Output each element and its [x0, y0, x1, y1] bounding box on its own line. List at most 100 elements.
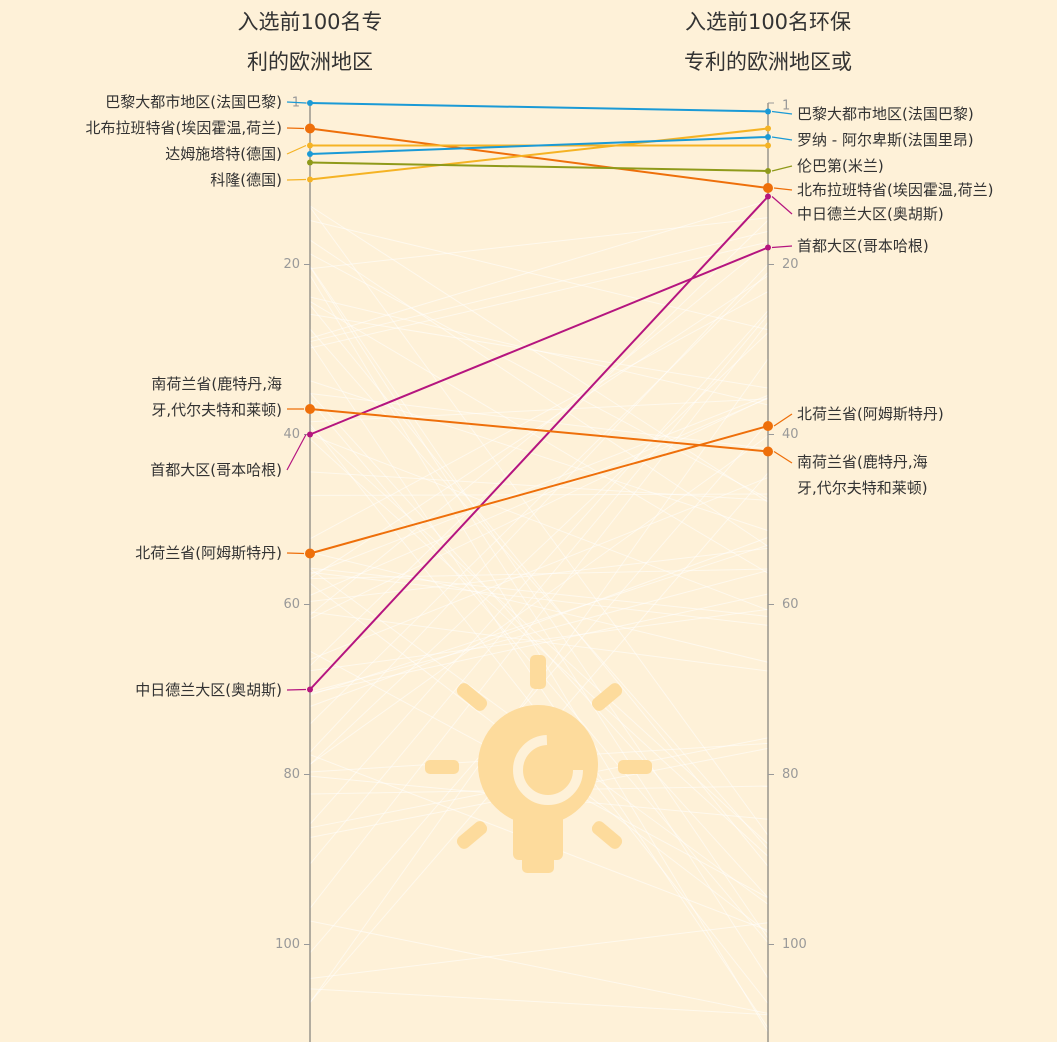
bg-line	[309, 291, 769, 540]
bg-line	[309, 217, 769, 270]
bg-line	[309, 438, 769, 857]
left-label: 中日德兰大区(奥胡斯)	[135, 681, 282, 699]
leader	[286, 144, 307, 155]
dot	[765, 134, 771, 140]
slope-line	[309, 136, 769, 155]
leader	[286, 688, 307, 691]
leader	[286, 552, 305, 555]
bg-line	[309, 547, 769, 603]
dot	[305, 123, 315, 134]
dot	[763, 183, 773, 193]
bg-line	[309, 206, 769, 836]
dot	[765, 193, 771, 200]
bg-line	[309, 272, 769, 725]
y-tick-label: 80	[283, 767, 300, 782]
right-label: 首都大区(哥本哈根)	[797, 237, 929, 255]
bg-line	[309, 426, 769, 845]
bg-line	[309, 593, 769, 694]
y-tick-label: 100	[782, 937, 807, 952]
y-tick-label: 60	[782, 597, 799, 612]
bg-line	[309, 380, 769, 532]
dot	[307, 100, 313, 106]
bg-line	[309, 551, 769, 663]
leader	[773, 187, 793, 191]
bg-line	[309, 392, 769, 898]
left-label: 南荷兰省(鹿特丹,海 牙,代尔夫特和莱顿)	[151, 375, 282, 419]
slope-line	[309, 408, 769, 453]
bg-line	[309, 313, 769, 389]
dot	[307, 159, 313, 166]
slope-line	[309, 425, 769, 555]
dot	[765, 142, 771, 149]
right-label: 罗纳 - 阿尔卑斯(法国里昂)	[797, 131, 974, 149]
bg-line	[309, 988, 769, 1016]
bg-line	[309, 611, 769, 672]
bg-line	[309, 241, 769, 349]
right-label: 北荷兰省(阿姆斯特丹)	[797, 405, 944, 423]
bg-line	[309, 544, 769, 696]
bg-line	[309, 568, 769, 580]
bg-line	[309, 397, 769, 596]
leader	[771, 196, 793, 215]
dot	[763, 421, 773, 431]
right-label: 巴黎大都市地区(法国巴黎)	[797, 105, 974, 123]
slope-line	[309, 102, 769, 113]
dot	[307, 142, 313, 149]
y-tick-label: 80	[782, 767, 799, 782]
leader	[286, 434, 307, 471]
right-title: 入选前100名环保 专利的欧洲地区或	[684, 10, 852, 74]
dot	[305, 548, 315, 559]
slope-line	[309, 127, 769, 181]
bg-line	[309, 567, 769, 617]
bg-line	[309, 265, 769, 939]
dot	[307, 431, 313, 438]
y-tick-label: 20	[283, 257, 300, 272]
left-label: 北布拉班特省(埃因霍温,荷兰)	[85, 119, 282, 137]
bg-line	[309, 200, 769, 339]
leader	[771, 110, 793, 115]
bg-line	[309, 310, 769, 825]
bg-line	[309, 239, 769, 547]
bg-line	[309, 314, 769, 865]
left-label: 达姆施塔特(德国)	[165, 145, 282, 163]
dot	[305, 404, 315, 414]
bg-line	[309, 392, 769, 450]
right-label: 中日德兰大区(奥胡斯)	[797, 205, 944, 223]
left-label: 北荷兰省(阿姆斯特丹)	[135, 544, 282, 562]
bg-line	[309, 471, 769, 501]
dot	[763, 446, 773, 457]
leader	[771, 136, 793, 141]
slope-line	[309, 161, 769, 172]
bg-line	[309, 301, 769, 574]
y-tick-label: 60	[283, 597, 300, 612]
leader	[773, 450, 793, 464]
left-label: 科隆(德国)	[210, 171, 282, 189]
left-title: 入选前100名专 利的欧洲地区	[237, 10, 383, 74]
dot	[307, 176, 313, 183]
leader	[286, 101, 307, 104]
bg-line	[309, 253, 769, 500]
bulb-icon	[425, 655, 652, 873]
dot	[765, 168, 771, 174]
leader	[771, 245, 793, 249]
slope-line	[309, 246, 769, 436]
bg-line	[309, 205, 769, 503]
bg-line	[309, 922, 769, 980]
right-label: 北布拉班特省(埃因霍温,荷兰)	[797, 181, 994, 199]
right-label: 伦巴第(米兰)	[797, 157, 884, 175]
right-label: 南荷兰省(鹿特丹,海 牙,代尔夫特和莱顿)	[797, 453, 928, 497]
dot	[765, 125, 771, 132]
leader	[773, 413, 793, 427]
left-label: 首都大区(哥本哈根)	[150, 461, 282, 479]
bg-line	[309, 230, 769, 343]
bg-line	[309, 322, 769, 909]
y-tick-label: 40	[782, 427, 799, 442]
dot	[307, 686, 313, 693]
leader	[286, 178, 307, 181]
bg-line	[309, 394, 769, 575]
bg-line	[309, 275, 769, 579]
bg-line	[309, 477, 769, 660]
bg-line	[309, 398, 769, 423]
